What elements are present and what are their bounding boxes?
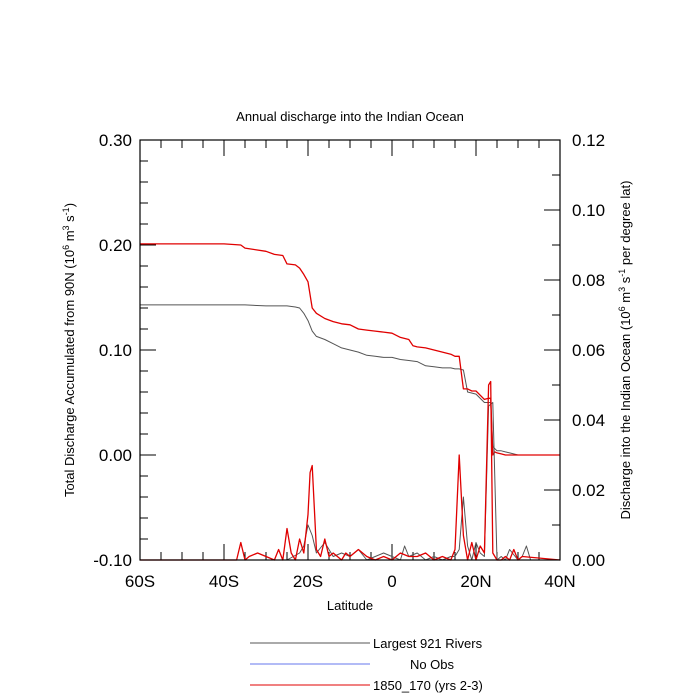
y-left-title-exp: -1 (61, 207, 71, 215)
y-left-title-part: m (62, 230, 77, 244)
series-line-2 (140, 243, 560, 456)
y-left-tick-label: 0.30 (99, 131, 132, 150)
x-axis-title: Latitude (327, 598, 373, 613)
y-right-title-part: Discharge into the Indian Ocean (10 (618, 311, 633, 519)
y-right-tick-label: 0.06 (572, 341, 605, 360)
y-right-tick-label: 0.10 (572, 201, 605, 220)
series-layer (140, 243, 561, 561)
y-left-tick-label: -0.10 (93, 551, 132, 570)
y-left-title-exp: 6 (61, 245, 71, 250)
x-tick-label: 60S (125, 572, 155, 591)
y-right-axis-title: Discharge into the Indian Ocean (106 m3 … (617, 181, 633, 520)
legend-label: Largest 921 Rivers (373, 636, 483, 651)
y-right-title-exp: 6 (617, 306, 627, 311)
y-right-tick-label: 0.00 (572, 551, 605, 570)
y-left-title-part: s (62, 215, 77, 226)
y-right-tick-label: 0.08 (572, 271, 605, 290)
y-right-title-part: per degree lat) (618, 181, 633, 269)
series-line-3 (140, 402, 560, 561)
y-right-title-exp: -1 (617, 269, 627, 277)
y-left-title-part: Total Discharge Accumulated from 90N (10 (62, 250, 77, 497)
y-right-tick-label: 0.12 (572, 131, 605, 150)
x-tick-label: 0 (387, 572, 396, 591)
x-tick-label: 40S (209, 572, 239, 591)
y-left-tick-label: 0.10 (99, 341, 132, 360)
x-tick-label: 20N (460, 572, 491, 591)
series-line-0 (140, 304, 560, 456)
x-tick-label: 40N (544, 572, 575, 591)
y-right-tick-label: 0.02 (572, 481, 605, 500)
series-line-4 (140, 380, 561, 561)
y-right-title-part: m (618, 292, 633, 306)
legend-label: 1850_170 (yrs 2-3) (373, 678, 483, 693)
y-right-tick-label: 0.04 (572, 411, 605, 430)
y-left-tick-label: 0.00 (99, 446, 132, 465)
y-left-axis-title: Total Discharge Accumulated from 90N (10… (61, 203, 77, 497)
legend-label: No Obs (410, 657, 455, 672)
y-left-title-part: ) (62, 203, 77, 207)
tick-labels-layer: 60S 40S 20S 0 20N 40N 0.30 0.20 0.10 0.00 -0.10 0.1… (93, 131, 605, 591)
y-right-title-part: s (618, 276, 633, 287)
chart-title: Annual discharge into the Indian Ocean (236, 109, 464, 124)
plot-frame (139, 139, 561, 561)
y-left-tick-label: 0.20 (99, 236, 132, 255)
legend: Largest 921 Rivers No Obs 1850_170 (yrs 2-… (250, 636, 483, 693)
y-left-title-exp: 3 (61, 225, 71, 230)
x-tick-label: 20S (293, 572, 323, 591)
y-right-title-exp: 3 (617, 287, 627, 292)
